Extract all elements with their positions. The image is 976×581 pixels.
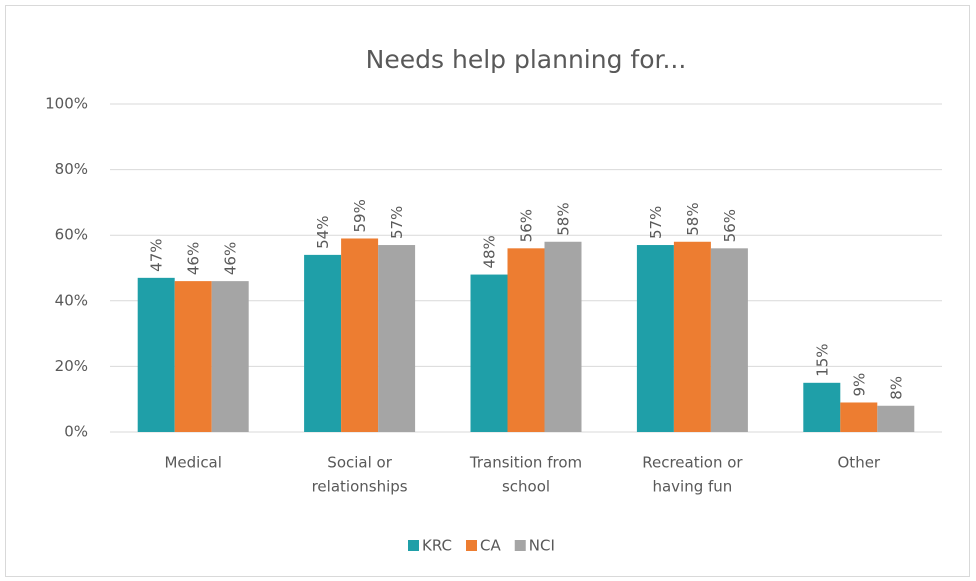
legend-label: KRC xyxy=(422,537,452,555)
x-tick-label: Transition from xyxy=(469,454,582,472)
data-label: 48% xyxy=(481,235,499,268)
bar xyxy=(378,245,416,432)
legend-swatch xyxy=(466,540,477,551)
data-label: 58% xyxy=(684,202,702,235)
bar xyxy=(877,405,915,432)
bar xyxy=(507,248,545,432)
y-tick-label: 40% xyxy=(55,291,88,309)
bar xyxy=(211,281,249,432)
bar xyxy=(636,245,674,432)
bar xyxy=(174,281,212,432)
data-label: 57% xyxy=(388,206,406,239)
bar xyxy=(840,402,878,432)
bar xyxy=(137,277,175,432)
x-tick-label: Recreation or xyxy=(642,454,743,472)
x-tick-label: relationships xyxy=(312,478,408,496)
chart-title: Needs help planning for... xyxy=(366,45,687,74)
data-label: 46% xyxy=(222,242,240,275)
x-tick-label: school xyxy=(502,478,550,496)
y-tick-label: 0% xyxy=(64,423,88,441)
bar xyxy=(710,248,748,432)
data-label: 9% xyxy=(850,373,868,397)
bar xyxy=(803,382,841,432)
bar xyxy=(304,254,342,432)
y-tick-label: 60% xyxy=(55,226,88,244)
data-label: 46% xyxy=(185,242,203,275)
x-tick-label: Medical xyxy=(164,454,221,472)
x-tick-label: Other xyxy=(838,454,881,472)
legend-swatch xyxy=(408,540,419,551)
x-tick-label: having fun xyxy=(652,478,732,496)
data-label: 15% xyxy=(813,343,831,376)
data-label: 59% xyxy=(351,199,369,232)
legend-label: CA xyxy=(480,537,501,555)
y-tick-label: 20% xyxy=(55,357,88,375)
x-tick-label: Social or xyxy=(327,454,392,472)
bar xyxy=(341,238,379,432)
y-tick-label: 80% xyxy=(55,160,88,178)
data-label: 56% xyxy=(721,209,739,242)
bar xyxy=(470,274,508,432)
data-label: 47% xyxy=(148,238,166,271)
legend-swatch xyxy=(514,540,526,551)
data-label: 54% xyxy=(314,216,332,249)
y-tick-label: 100% xyxy=(45,95,88,113)
data-label: 56% xyxy=(518,209,536,242)
legend-label: NCI xyxy=(529,537,555,555)
data-label: 58% xyxy=(555,202,573,235)
data-label: 57% xyxy=(647,206,665,239)
bar xyxy=(673,241,711,432)
data-label: 8% xyxy=(887,376,905,400)
bar xyxy=(544,241,582,432)
